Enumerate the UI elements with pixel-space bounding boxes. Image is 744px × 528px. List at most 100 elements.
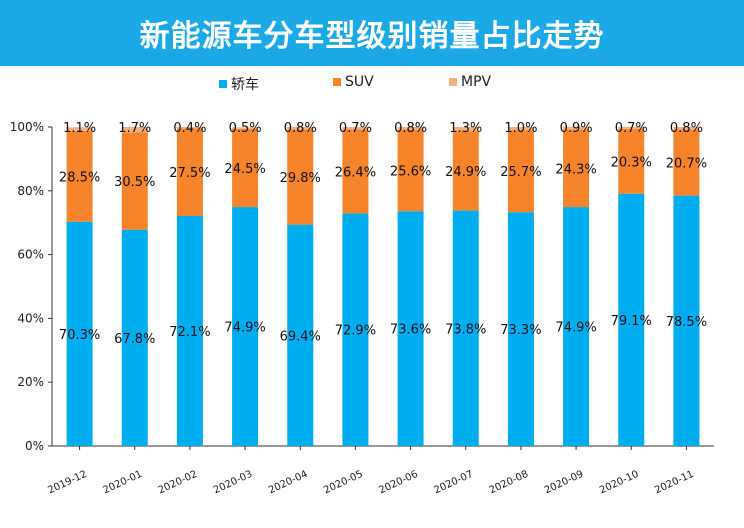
bar-segment bbox=[342, 127, 369, 130]
y-tick-label: 0% bbox=[25, 439, 44, 453]
data-label-suv: 24.3% bbox=[555, 162, 596, 177]
bar-segment bbox=[673, 127, 700, 130]
y-tick-label: 20% bbox=[17, 375, 44, 389]
data-label-sedan: 69.4% bbox=[280, 329, 321, 344]
x-tick-label: 2020-08 bbox=[488, 469, 531, 497]
legend-label-mpv: MPV bbox=[461, 74, 492, 90]
bar-segment bbox=[66, 130, 93, 222]
data-label-suv: 29.8% bbox=[280, 171, 321, 186]
x-tick-label: 2020-02 bbox=[157, 469, 200, 497]
bar-segment bbox=[397, 211, 424, 446]
data-label-sedan: 78.5% bbox=[666, 315, 707, 330]
bar-segment bbox=[232, 127, 259, 129]
bar-segment bbox=[452, 210, 479, 446]
data-label-mpv: 0.8% bbox=[394, 121, 427, 136]
data-label-sedan: 74.9% bbox=[224, 321, 265, 336]
bar-segment bbox=[563, 129, 590, 208]
data-label-mpv: 0.9% bbox=[560, 121, 593, 136]
bar-segment bbox=[618, 126, 645, 129]
bar-segment bbox=[507, 212, 534, 446]
data-label-sedan: 72.9% bbox=[335, 324, 376, 339]
bar-segment bbox=[121, 127, 148, 133]
data-label-mpv: 0.7% bbox=[339, 121, 372, 136]
x-tick-label: 2020-04 bbox=[267, 469, 310, 497]
bar-segment bbox=[287, 224, 314, 446]
data-label-mpv: 0.8% bbox=[670, 121, 703, 136]
data-label-suv: 28.5% bbox=[59, 170, 100, 185]
bar-segment bbox=[176, 128, 203, 217]
bar-segment bbox=[342, 213, 369, 446]
bar-segment bbox=[673, 195, 700, 446]
legend-item-mpv: MPV bbox=[449, 74, 491, 90]
data-label-mpv: 0.8% bbox=[284, 121, 317, 136]
y-tick-label: 60% bbox=[17, 248, 44, 262]
bar-segment bbox=[121, 132, 148, 230]
chart-title: 新能源车分车型级别销量占比走势 bbox=[139, 19, 605, 54]
bar-segment bbox=[452, 131, 479, 211]
legend: 轿车 SUV MPV bbox=[0, 74, 744, 94]
data-label-sedan: 73.8% bbox=[445, 322, 486, 337]
bar-segment bbox=[397, 129, 424, 212]
data-label-sedan: 72.1% bbox=[169, 325, 210, 340]
bar-segment bbox=[66, 221, 93, 446]
x-tick-label: 2020-03 bbox=[212, 469, 255, 497]
bar-segment bbox=[507, 130, 534, 213]
bar-segment bbox=[397, 127, 424, 130]
legend-swatch-mpv bbox=[449, 78, 457, 86]
bar-segment bbox=[232, 128, 259, 208]
bar-segment bbox=[66, 127, 93, 131]
x-tick-label: 2020-01 bbox=[101, 469, 144, 497]
data-label-suv: 30.5% bbox=[114, 175, 155, 190]
data-label-suv: 26.4% bbox=[335, 165, 376, 180]
data-label-mpv: 1.0% bbox=[504, 121, 537, 136]
data-label-mpv: 1.1% bbox=[63, 121, 96, 136]
bar-segment bbox=[618, 128, 645, 194]
data-label-sedan: 73.3% bbox=[500, 323, 541, 338]
legend-swatch-suv bbox=[333, 78, 341, 86]
bar-segment bbox=[507, 127, 534, 131]
bar-segment bbox=[287, 127, 314, 130]
data-label-suv: 20.7% bbox=[666, 157, 707, 172]
data-label-suv: 24.5% bbox=[224, 162, 265, 177]
x-tick-label: 2019-12 bbox=[46, 469, 89, 497]
data-label-sedan: 79.1% bbox=[611, 314, 652, 329]
x-tick-label: 2020-11 bbox=[653, 469, 696, 497]
legend-label-suv: SUV bbox=[345, 74, 374, 90]
data-label-sedan: 70.3% bbox=[59, 328, 100, 343]
data-label-suv: 27.5% bbox=[169, 166, 210, 181]
x-tick-label: 2020-07 bbox=[432, 469, 475, 497]
title-bar: 新能源车分车型级别销量占比走势 bbox=[0, 0, 744, 66]
data-label-suv: 25.7% bbox=[500, 165, 541, 180]
bar-segment bbox=[287, 129, 314, 225]
legend-item-sedan: 轿车 bbox=[219, 74, 259, 94]
x-tick-label: 2020-06 bbox=[377, 469, 420, 497]
legend-label-sedan: 轿车 bbox=[231, 77, 259, 93]
data-label-sedan: 73.6% bbox=[390, 323, 431, 338]
data-label-mpv: 0.7% bbox=[615, 121, 648, 136]
data-label-suv: 20.3% bbox=[611, 155, 652, 170]
data-label-sedan: 74.9% bbox=[555, 321, 596, 336]
bar-segment bbox=[176, 216, 203, 446]
bar-segment bbox=[563, 207, 590, 446]
bar-segment bbox=[342, 129, 369, 214]
x-tick-label: 2020-05 bbox=[322, 469, 365, 497]
x-tick-label: 2020-09 bbox=[543, 469, 586, 497]
legend-swatch-sedan bbox=[219, 80, 227, 88]
bar-segment bbox=[618, 193, 645, 446]
data-label-mpv: 1.7% bbox=[118, 121, 151, 136]
bar-segment bbox=[232, 207, 259, 446]
bar-segment bbox=[176, 127, 203, 129]
data-label-suv: 24.9% bbox=[445, 165, 486, 180]
data-label-suv: 25.6% bbox=[390, 164, 431, 179]
data-label-mpv: 1.3% bbox=[449, 121, 482, 136]
y-tick-label: 100% bbox=[10, 120, 44, 134]
data-label-mpv: 0.5% bbox=[229, 121, 262, 136]
x-tick-label: 2020-10 bbox=[598, 469, 641, 497]
y-tick-label: 80% bbox=[17, 184, 44, 198]
data-label-mpv: 0.4% bbox=[173, 121, 206, 136]
bar-segment bbox=[673, 129, 700, 196]
y-tick-label: 40% bbox=[17, 311, 44, 325]
data-label-sedan: 67.8% bbox=[114, 332, 155, 347]
bar-segment bbox=[563, 126, 590, 130]
